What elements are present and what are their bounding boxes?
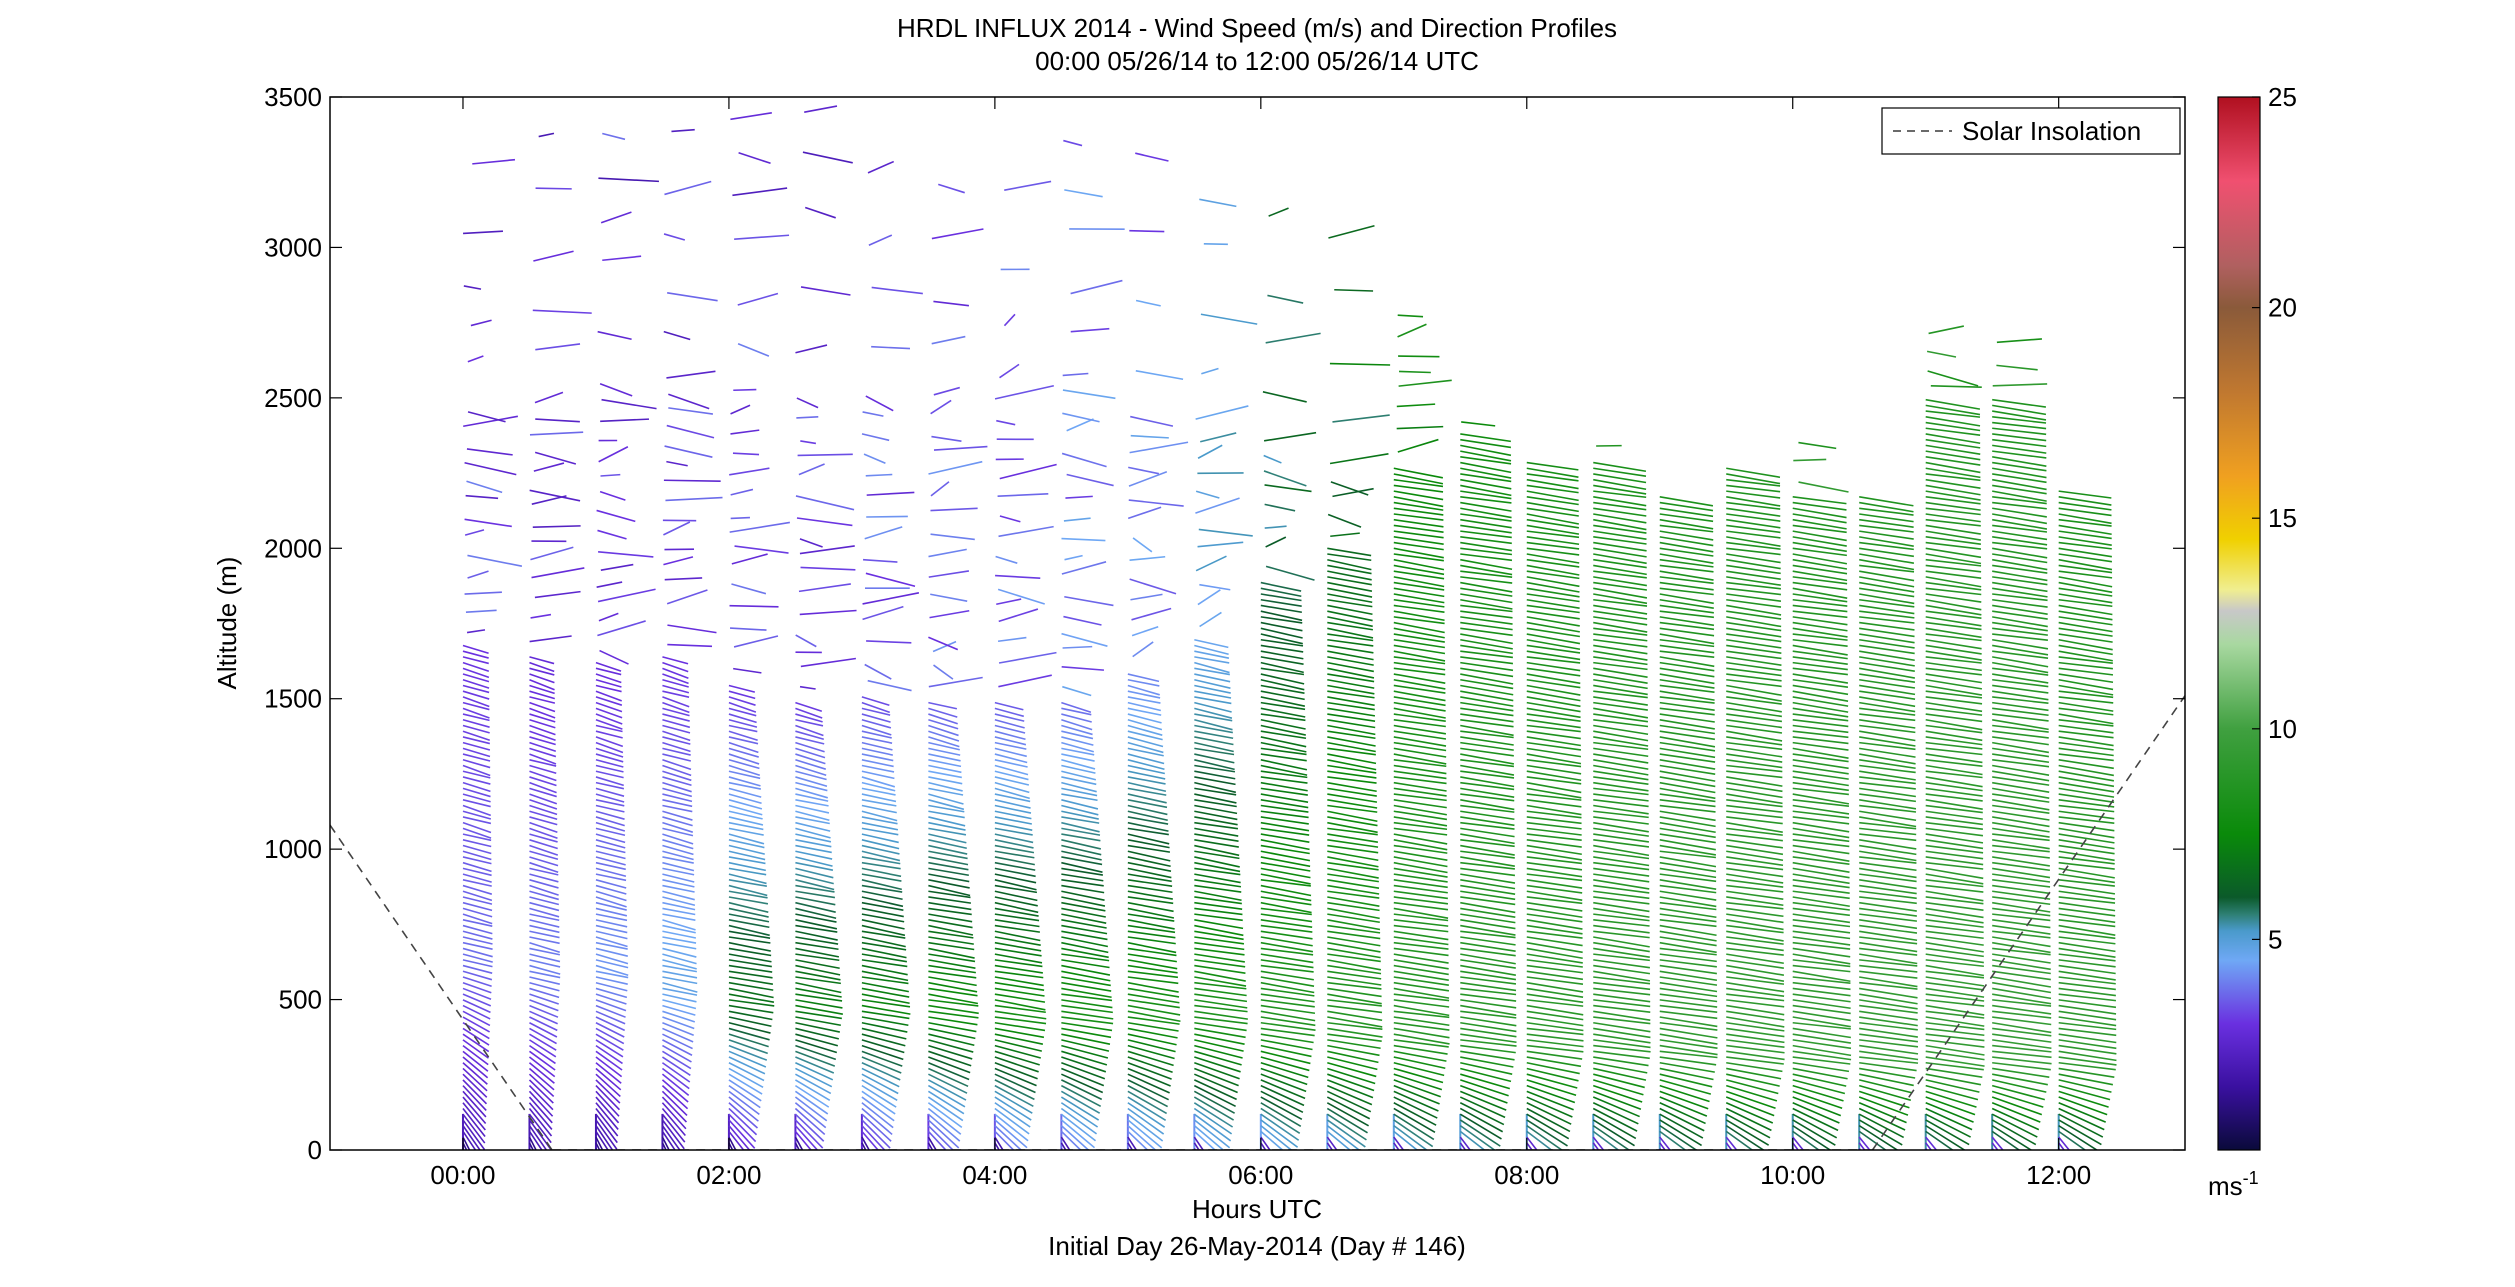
colorbar-unit-base: ms — [2208, 1171, 2243, 1201]
colorbar-tick-label: 5 — [2268, 924, 2282, 954]
wind-barb — [796, 417, 818, 418]
y-tick-label: 0 — [308, 1135, 322, 1165]
y-tick-label: 3500 — [264, 82, 322, 112]
colorbar-tick-label: 15 — [2268, 503, 2297, 533]
wind-barb — [529, 1148, 545, 1182]
y-tick-label: 500 — [279, 985, 322, 1015]
wind-barb — [664, 480, 721, 481]
wind-barb — [1859, 1148, 1882, 1182]
wind-barb — [1061, 1148, 1080, 1182]
wind-barb — [1128, 1148, 1147, 1182]
wind-barb — [1460, 1148, 1482, 1182]
colorbar-tick-label: 25 — [2268, 82, 2297, 112]
x-tick-label: 08:00 — [1494, 1160, 1559, 1190]
wind-barb — [1793, 459, 1826, 460]
chart-title: HRDL INFLUX 2014 - Wind Speed (m/s) and … — [897, 13, 1617, 43]
colorbar: 5 10 15 20 25 ms-1 — [2208, 82, 2297, 1201]
wind-barb — [1660, 1148, 1683, 1182]
y-axis-label: Altitude (m) — [212, 557, 242, 690]
wind-barb — [1926, 1148, 1949, 1182]
x-axis-label: Hours UTC — [1192, 1194, 1322, 1224]
wind-barb — [733, 390, 756, 391]
wind-barb — [866, 516, 908, 517]
x-tick-label: 06:00 — [1228, 1160, 1293, 1190]
colorbar-unit-exponent: -1 — [2243, 1168, 2259, 1188]
wind-barb — [1399, 371, 1431, 372]
x-tick-label: 02:00 — [696, 1160, 761, 1190]
y-tick-label: 1500 — [264, 684, 322, 714]
y-tick-label: 3000 — [264, 232, 322, 262]
wind-barb — [662, 1148, 678, 1182]
colorbar-tick-label: 10 — [2268, 714, 2297, 744]
wind-barb — [1129, 231, 1164, 232]
wind-barb — [928, 1148, 946, 1182]
chart-subtitle: 00:00 05/26/14 to 12:00 05/26/14 UTC — [1035, 46, 1479, 76]
legend-label-solar-insolation: Solar Insolation — [1962, 116, 2141, 146]
colorbar-gradient — [2218, 97, 2260, 1150]
wind-barb — [795, 1148, 811, 1182]
wind-barb — [596, 1148, 612, 1182]
colorbar-tick-label: 20 — [2268, 293, 2297, 323]
x-axis-sublabel: Initial Day 26-May-2014 (Day # 146) — [1048, 1231, 1466, 1261]
wind-barb — [1398, 356, 1439, 357]
x-tick-label: 04:00 — [962, 1160, 1027, 1190]
wind-barb — [730, 606, 779, 607]
wind-barb — [1394, 1148, 1416, 1182]
wind-barb — [862, 1148, 879, 1182]
wind-barb — [731, 518, 750, 519]
y-tick-label: 1000 — [264, 834, 322, 864]
x-tick-label: 10:00 — [1760, 1160, 1825, 1190]
wind-barb — [536, 188, 572, 189]
wind-barb — [1593, 1148, 1615, 1182]
colorbar-unit-label: ms-1 — [2208, 1168, 2259, 1201]
wind-barb — [798, 454, 853, 455]
wind-barb — [1726, 1148, 1749, 1182]
wind-barb — [1194, 1148, 1214, 1182]
x-tick-label: 12:00 — [2026, 1160, 2091, 1190]
wind-barb — [1992, 1148, 2015, 1182]
wind-barb — [1327, 1148, 1348, 1182]
y-tick-label: 2000 — [264, 533, 322, 563]
x-tick-label: 00:00 — [430, 1160, 495, 1190]
y-tick-label: 2500 — [264, 383, 322, 413]
legend: Solar Insolation — [1882, 108, 2180, 154]
